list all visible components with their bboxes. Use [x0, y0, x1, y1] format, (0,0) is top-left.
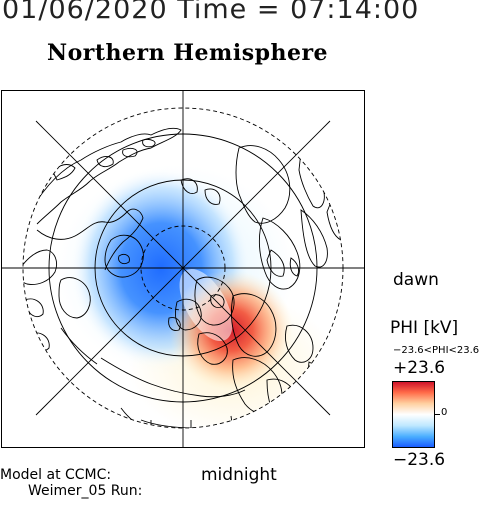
potential-field — [58, 165, 338, 428]
latitude-longitude-grid — [1, 90, 365, 448]
date-time-title: 01/06/2020 Time = 07:14:00 — [2, 0, 420, 25]
midnight-label: midnight — [201, 465, 277, 485]
colorbar-title: PHI [kV] — [390, 318, 459, 338]
colorbar-range: −23.6<PHI<23.6 — [393, 345, 480, 356]
dawn-label: dawn — [393, 270, 439, 290]
run-label: Weimer_05 Run: — [28, 483, 143, 499]
colorbar-max-label: +23.6 — [393, 358, 446, 378]
hemisphere-title: Northern Hemisphere — [47, 40, 329, 66]
colorbar — [392, 381, 435, 448]
colorbar-zero-label: 0 — [441, 407, 448, 418]
polar-map — [1, 90, 365, 448]
map-frame — [1, 90, 365, 448]
colorbar-min-label: −23.6 — [393, 450, 446, 470]
model-label: Model at CCMC: — [0, 467, 112, 483]
polar-map-svg — [1, 90, 365, 448]
meridian-diagonal-2 — [35, 120, 331, 416]
colorbar-zero-tick — [435, 414, 440, 415]
